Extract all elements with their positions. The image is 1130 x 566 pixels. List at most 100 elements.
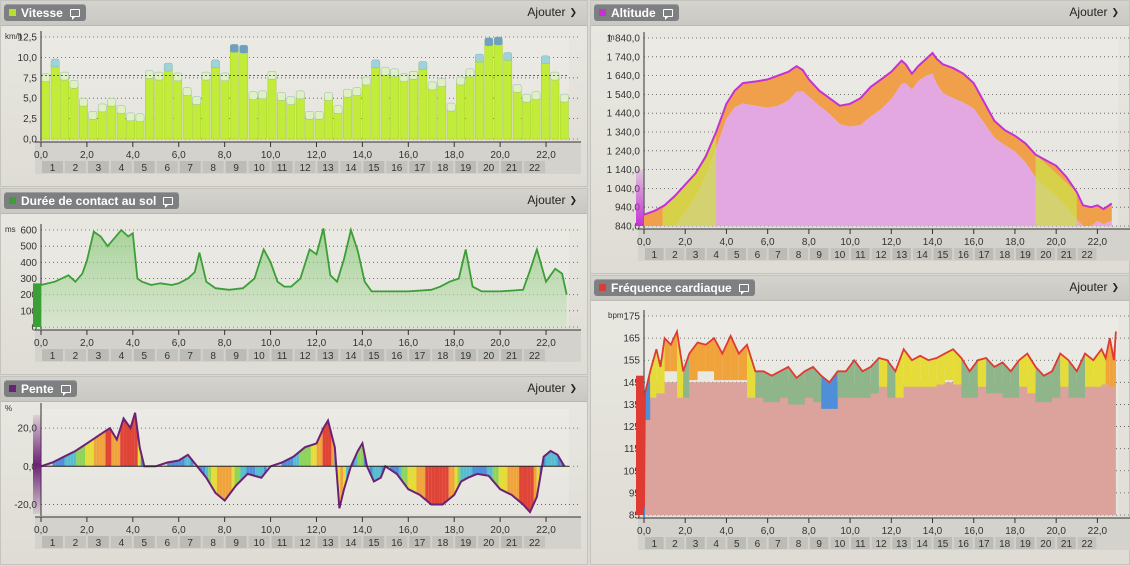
vitesse-title-pill[interactable]: Vitesse — [4, 4, 86, 21]
lap-cell — [248, 349, 270, 361]
speed-bar-cap — [352, 87, 362, 96]
lap-number: 14 — [917, 250, 929, 261]
slope-segment — [525, 466, 528, 510]
speed-bar — [333, 111, 343, 140]
frequence-title-pill[interactable]: Fréquence cardiaque — [594, 279, 755, 296]
lap-cell — [87, 161, 109, 173]
slope-segment — [375, 466, 379, 481]
lap-cell — [1036, 537, 1056, 549]
comment-icon[interactable] — [738, 283, 749, 295]
hr-zone-segment — [821, 375, 830, 409]
speed-bar-cap — [295, 90, 305, 100]
lap-cell — [912, 537, 932, 549]
speed-bar — [380, 72, 390, 140]
frequence-add-button[interactable]: Ajouter ❯ — [1069, 280, 1119, 294]
speed-bar-cap — [163, 62, 173, 72]
vitesse-add-button[interactable]: Ajouter ❯ — [527, 5, 577, 19]
speed-bar-cap — [437, 78, 447, 87]
speed-bar-cap — [343, 89, 352, 98]
slope-segment — [249, 466, 253, 476]
slope-segment — [237, 466, 241, 484]
lap-number: 5 — [142, 538, 148, 549]
lap-number: 2 — [672, 250, 678, 261]
speed-bar — [286, 102, 296, 140]
comment-icon[interactable] — [69, 8, 80, 20]
lap-cell — [386, 349, 408, 361]
slope-segment — [108, 429, 112, 467]
lap-cell — [748, 537, 767, 549]
slope-segment — [184, 454, 188, 467]
speed-bar-cap — [248, 91, 258, 100]
x-tick-label: 4,0 — [126, 338, 140, 349]
slope-line — [40, 412, 566, 514]
lap-cell — [363, 161, 385, 173]
comment-icon[interactable] — [60, 384, 71, 396]
chevron-down-icon: ❯ — [569, 382, 577, 393]
x-tick-label: 14,0 — [353, 525, 373, 536]
lap-number: 11 — [277, 351, 288, 362]
speed-bar — [361, 82, 371, 140]
slope-segment — [454, 466, 458, 495]
lap-number: 21 — [506, 538, 518, 549]
x-tick-label: 14,0 — [353, 150, 373, 161]
speed-bar — [277, 98, 286, 140]
lap-number: 12 — [875, 539, 887, 550]
contact-add-button[interactable]: Ajouter ❯ — [527, 193, 577, 207]
speed-bar — [314, 117, 324, 140]
altitude-add-button[interactable]: Ajouter ❯ — [1069, 5, 1119, 19]
lap-cell — [665, 537, 685, 549]
speed-bar-cap — [182, 87, 192, 96]
slope-segment — [530, 466, 534, 511]
y-tick-label: 0 — [31, 323, 37, 334]
y-tick-label: 7,5 — [23, 73, 37, 84]
lap-cell — [789, 248, 808, 260]
lap-cell — [954, 248, 973, 260]
add-label: Ajouter — [527, 193, 566, 207]
x-tick-label: 22,0 — [1088, 526, 1108, 537]
lap-cell — [933, 248, 953, 260]
lap-cell — [645, 248, 664, 260]
y-unit-label: m — [608, 33, 615, 42]
slope-segment — [90, 438, 94, 467]
slope-segment — [313, 442, 317, 467]
speed-bar — [559, 99, 569, 140]
lap-number: 1 — [50, 163, 56, 174]
lap-cell — [686, 537, 705, 549]
pente-title-pill[interactable]: Pente — [4, 380, 77, 397]
slope-segment — [126, 421, 129, 467]
hr-zone-segment — [944, 349, 954, 381]
altitude-title-pill[interactable]: Altitude — [594, 4, 679, 21]
hr-zone-segment — [645, 371, 651, 420]
comment-icon[interactable] — [662, 8, 673, 20]
lap-cell — [248, 161, 270, 173]
lap-number: 12 — [875, 250, 887, 261]
y-tick-label: 2,5 — [23, 114, 37, 125]
lap-cell — [851, 537, 870, 549]
speed-bar — [154, 77, 164, 140]
y-tick-label: 1 740,0 — [607, 52, 641, 63]
speed-bar — [343, 94, 352, 140]
comment-icon[interactable] — [163, 196, 174, 208]
slope-segment — [545, 452, 549, 467]
pente-add-button[interactable]: Ajouter ❯ — [527, 381, 577, 395]
y-unit-label: ms — [5, 225, 16, 234]
slope-segment — [305, 446, 308, 467]
lap-cell — [179, 349, 201, 361]
slope-segment — [322, 424, 326, 467]
hr-base-area — [644, 382, 1116, 515]
slope-segment — [425, 466, 429, 502]
x-tick-label: 0,0 — [34, 150, 48, 161]
y-tick-label: 1 040,0 — [607, 184, 641, 195]
contact-title-pill[interactable]: Durée de contact au sol — [4, 192, 180, 209]
slope-segment — [175, 460, 179, 467]
x-tick-label: 8,0 — [218, 150, 232, 161]
y-tick-label: 500 — [20, 242, 37, 253]
lap-cell — [156, 349, 178, 361]
slope-segment — [99, 432, 103, 467]
lap-cell — [64, 161, 86, 173]
lap-number: 7 — [775, 250, 781, 261]
speed-bar — [107, 103, 117, 140]
chevron-down-icon: ❯ — [1111, 281, 1119, 292]
lap-number: 6 — [755, 250, 761, 261]
